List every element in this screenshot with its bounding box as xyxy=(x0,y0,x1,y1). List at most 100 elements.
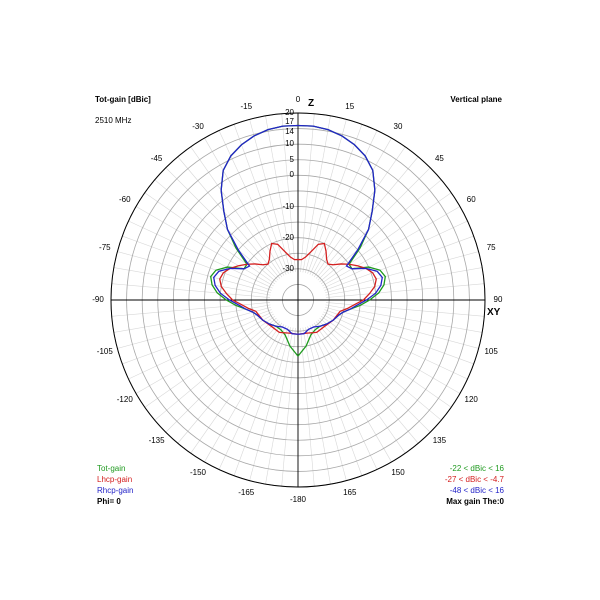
grid-spoke xyxy=(135,313,274,394)
grid-spoke xyxy=(165,167,279,281)
grid-spoke xyxy=(265,115,294,273)
grid-spoke xyxy=(154,317,277,421)
grid-spoke xyxy=(204,137,285,276)
max-gain-label: Max gain The:0 xyxy=(446,497,504,506)
series-lhcp-gain-curve xyxy=(219,242,377,335)
radial-tick-label: 14 xyxy=(285,126,294,136)
frequency-label: 2510 MHz xyxy=(95,116,132,125)
grid-spoke xyxy=(325,283,485,298)
grid-spoke xyxy=(165,319,279,433)
grid-spoke xyxy=(324,309,474,365)
grid-spoke xyxy=(144,315,276,408)
grid-spoke xyxy=(325,251,479,294)
grid-spoke xyxy=(300,327,315,487)
radial-tick-label: -20 xyxy=(282,232,294,242)
radial-tick-label: 5 xyxy=(289,154,294,164)
angle-tick-label: -45 xyxy=(150,153,163,163)
angle-tick-label: 60 xyxy=(466,195,476,204)
angle-tick-label: 165 xyxy=(343,488,357,498)
angle-tick-label: 30 xyxy=(393,121,403,131)
angle-tick-label: -150 xyxy=(189,468,206,478)
angle-tick-label: -30 xyxy=(192,121,204,131)
grid-spoke xyxy=(325,302,485,317)
grid-spoke xyxy=(322,206,461,287)
grid-spoke xyxy=(117,251,271,294)
radial-tick-label: -30 xyxy=(282,263,294,273)
series-rhcp-gain-curve xyxy=(213,124,383,335)
legend-tot-range: -22 < dBic < 16 xyxy=(449,464,504,473)
grid-spoke xyxy=(311,324,392,463)
radial-tick-label: 10 xyxy=(285,139,294,149)
grid-spoke xyxy=(111,302,271,317)
angle-tick-label: -15 xyxy=(240,101,253,111)
grid-spoke xyxy=(117,306,271,349)
grid-spoke xyxy=(154,179,277,283)
angle-tick-label: -120 xyxy=(116,395,133,404)
gain-curves xyxy=(210,124,386,357)
legend-rhcp-gain: Rhcp-gain xyxy=(97,486,134,495)
grid-spoke xyxy=(319,179,442,283)
grid-spoke xyxy=(323,220,468,289)
grid-spoke xyxy=(304,327,347,481)
grid-spoke xyxy=(122,235,272,291)
grid-spoke xyxy=(317,319,431,433)
grid-spoke xyxy=(309,325,378,470)
angle-tick-label: -180 xyxy=(289,495,306,504)
grid-spoke xyxy=(281,327,296,487)
angle-tick-label: -165 xyxy=(238,488,255,498)
polar-grid xyxy=(110,112,486,488)
angle-tick-label: 45 xyxy=(434,153,444,163)
grid-spoke xyxy=(324,235,474,291)
grid-spoke xyxy=(313,322,406,454)
angle-tick-label: 135 xyxy=(432,436,447,446)
grid-spoke xyxy=(320,192,452,285)
angle-tick-label: -105 xyxy=(96,346,113,356)
chart-title: Tot-gain [dBic] xyxy=(95,95,151,104)
legend-lhcp-range: -27 < dBic < -4.7 xyxy=(444,475,504,484)
grid-spoke xyxy=(304,119,347,273)
grid-spoke xyxy=(315,321,419,444)
grid-spoke xyxy=(135,206,274,287)
plane-label: Vertical plane xyxy=(450,95,502,104)
grid-spoke xyxy=(307,326,363,476)
grid-spoke xyxy=(325,304,483,333)
grid-spoke xyxy=(144,192,276,285)
angle-tick-label: 15 xyxy=(345,101,355,111)
angle-tick-label: 120 xyxy=(464,395,478,404)
legend-lhcp-gain: Lhcp-gain xyxy=(97,475,133,484)
grid-spoke xyxy=(111,283,271,298)
angle-tick-label: 0 xyxy=(295,95,301,104)
grid-spoke xyxy=(309,130,378,275)
grid-spoke xyxy=(204,324,285,463)
grid-spoke xyxy=(302,327,331,485)
grid-spoke xyxy=(281,113,296,273)
radial-tick-label: -10 xyxy=(282,201,294,211)
grid-spoke xyxy=(190,146,283,278)
grid-spoke xyxy=(300,113,315,273)
axis-label-z: Z xyxy=(308,98,315,109)
grid-spoke xyxy=(233,326,289,476)
grid-spoke xyxy=(320,315,452,408)
radial-tick-label: 20 xyxy=(285,108,294,117)
legend-tot-gain: Tot-gain xyxy=(97,464,126,473)
grid-spoke xyxy=(113,304,271,333)
angle-tick-label: -135 xyxy=(148,436,165,446)
legend-rhcp-range: -48 < dBic < 16 xyxy=(449,486,504,495)
angle-tick-label: -75 xyxy=(99,243,111,253)
grid-spoke xyxy=(313,146,406,278)
radial-tick-label: 0 xyxy=(289,170,294,180)
grid-spoke xyxy=(265,327,294,485)
grid-spoke xyxy=(322,313,461,394)
phi-label: Phi= 0 xyxy=(97,497,121,506)
grid-spoke xyxy=(128,220,273,289)
angle-tick-label: 75 xyxy=(486,243,496,253)
grid-spoke xyxy=(323,311,468,380)
grid-spoke xyxy=(177,156,281,279)
radial-tick-label: 17 xyxy=(285,117,294,127)
grid-spoke xyxy=(177,321,281,444)
grid-spoke xyxy=(128,311,273,380)
grid-spoke xyxy=(233,124,289,274)
grid-spoke xyxy=(249,119,292,273)
grid-spoke xyxy=(315,156,419,279)
grid-spoke xyxy=(249,327,292,481)
